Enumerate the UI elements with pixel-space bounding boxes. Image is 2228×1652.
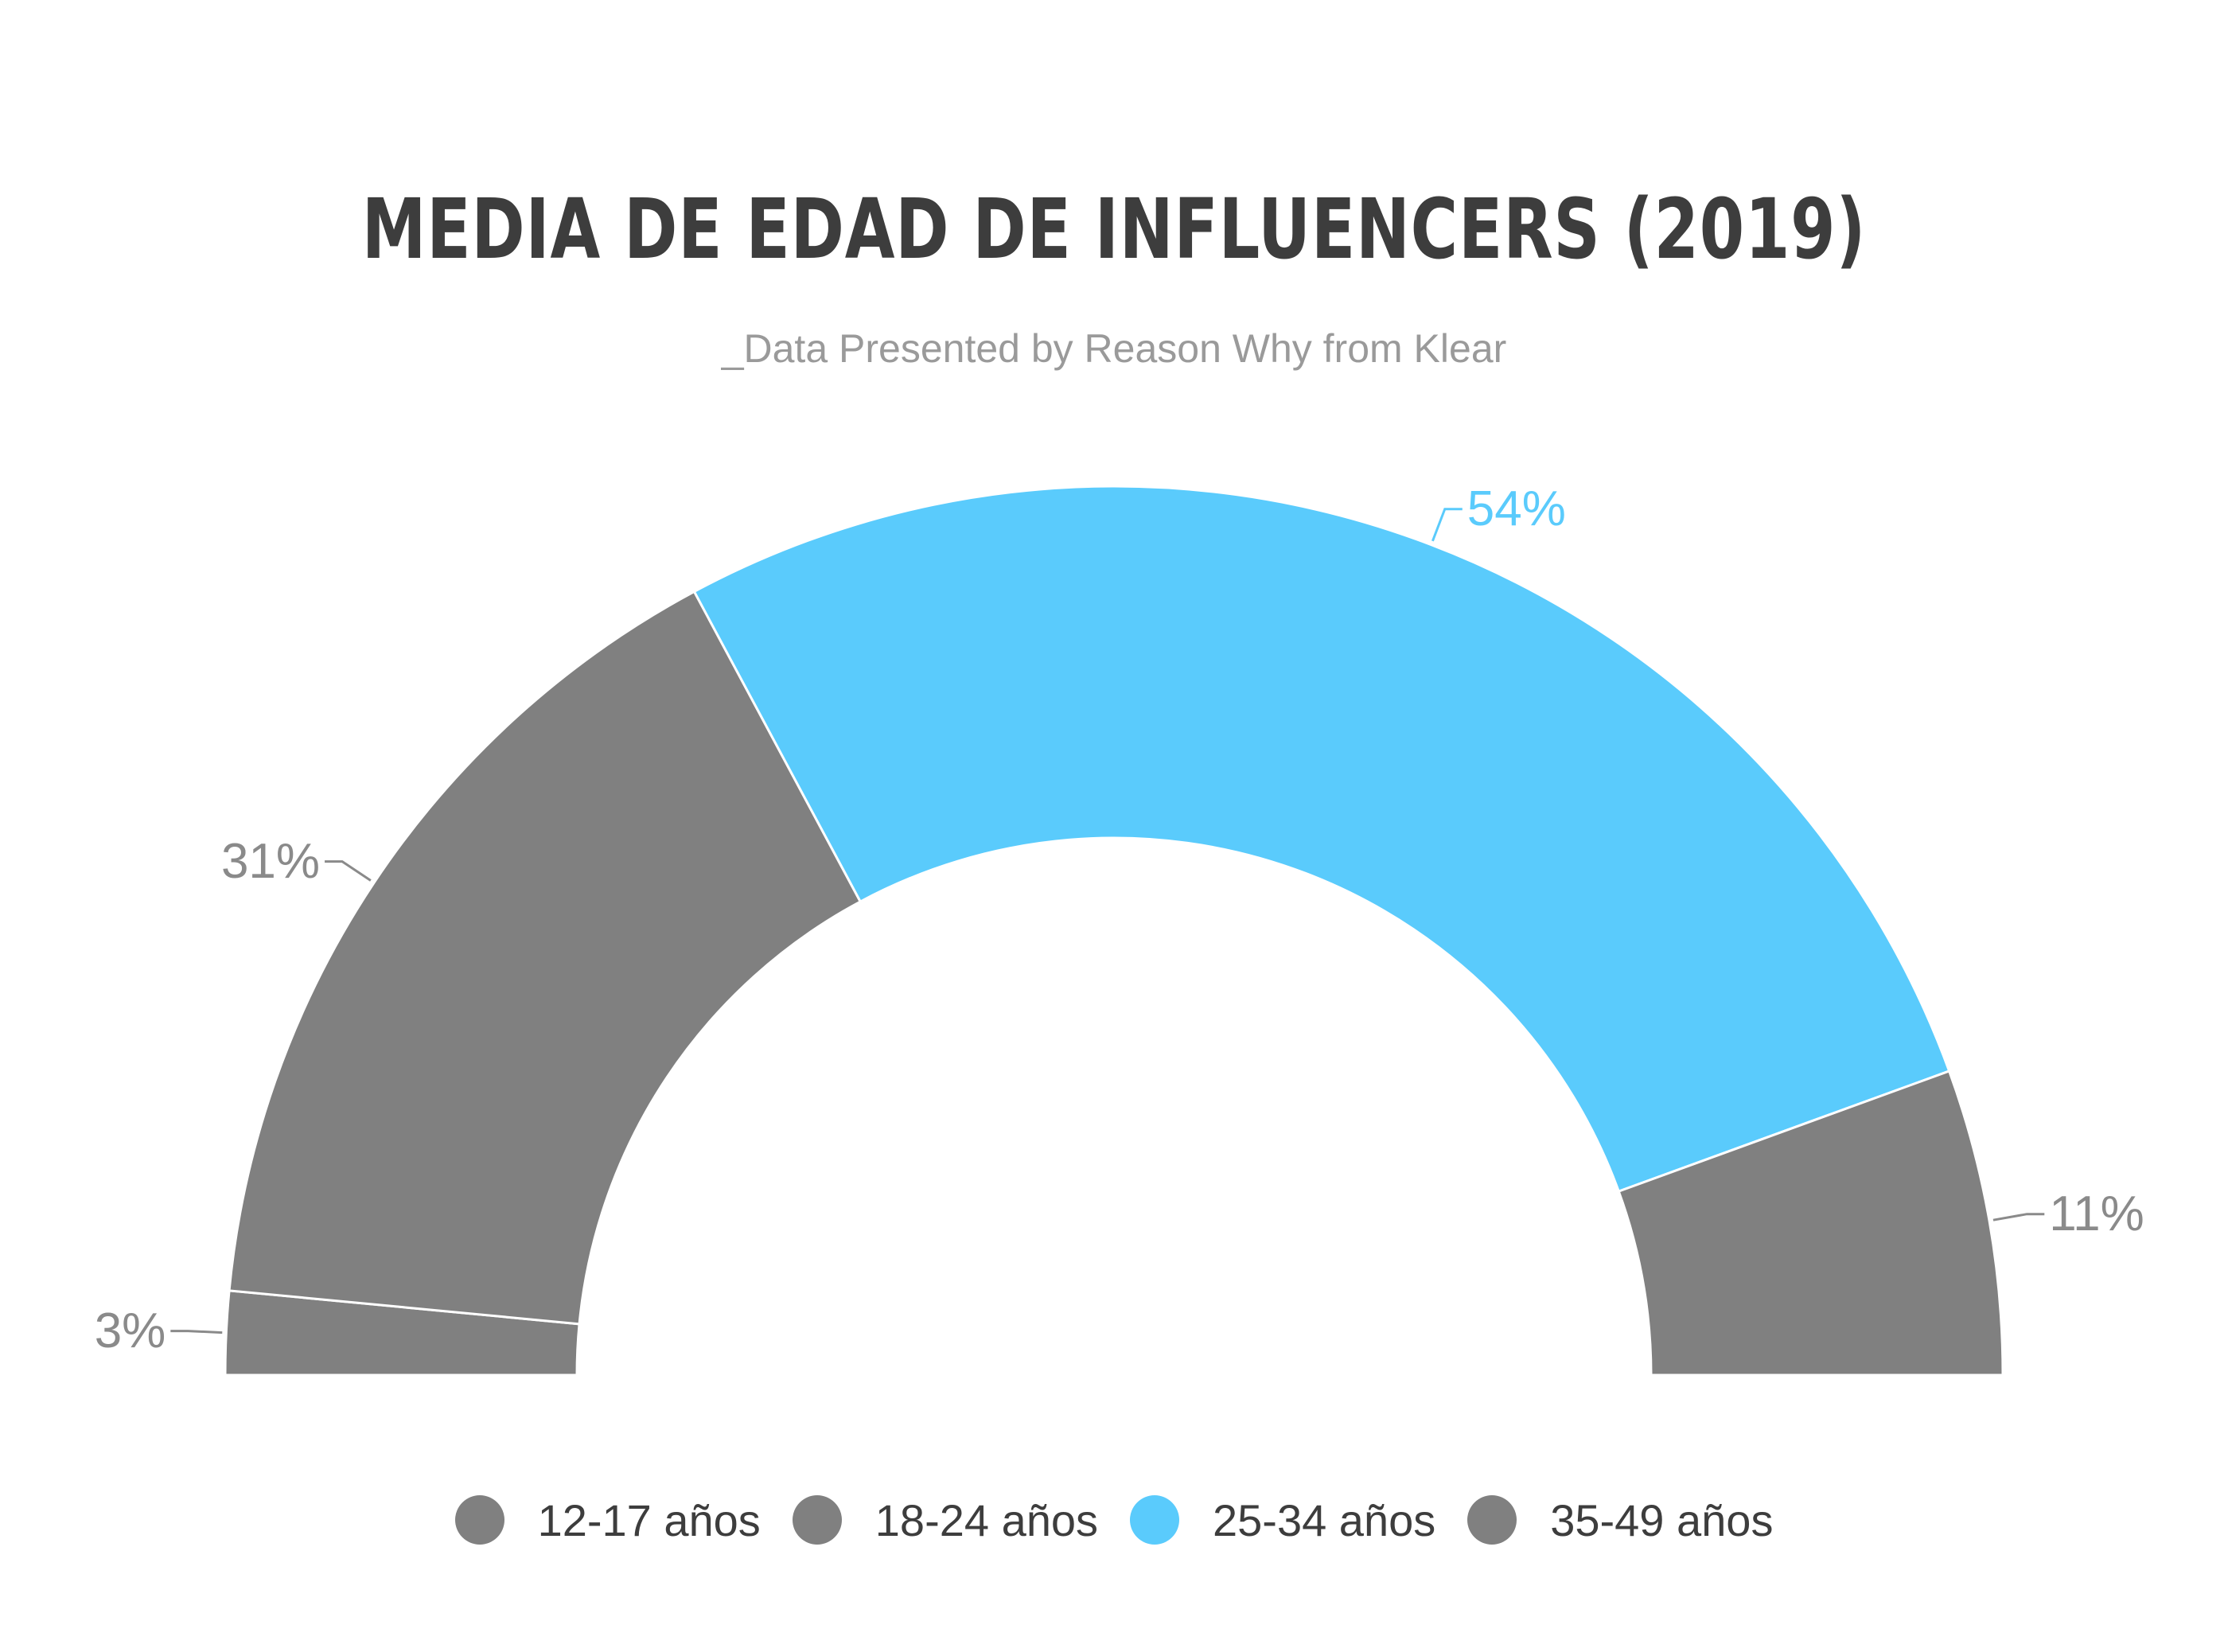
slice-4 [1617,1070,2004,1377]
leader-line-4 [1992,1213,2045,1221]
legend-item-2: 18-24 años [792,1494,1098,1546]
legend-swatch-1 [454,1495,504,1545]
legend-item-4: 35-49 años [1467,1494,1773,1546]
legend-item-1: 12-17 años [454,1494,761,1546]
legend-swatch-2 [792,1495,842,1545]
legend-label-1: 12-17 años [537,1494,761,1545]
data-label-1: 3% [95,1303,166,1358]
slices-layer [224,485,2004,1377]
leader-line-1 [170,1330,223,1334]
legend-swatch-4 [1467,1495,1517,1545]
slice-3 [692,485,1951,1194]
slice-2 [228,590,863,1326]
chart-subtitle: _Data Presented by Reason Why from Klear [721,326,1507,371]
data-label-2: 31% [221,834,320,889]
data-labels-layer: 3% 31% 54% 11% [95,481,2144,1358]
legend-label-3: 25-34 años [1213,1494,1436,1545]
leader-line-2 [325,860,372,882]
legend: 12-17 años 18-24 años 25-34 años 35-49 años [0,1488,2228,1552]
data-label-3: 54% [1467,481,1566,536]
legend-label-2: 18-24 años [874,1494,1098,1545]
legend-label-4: 35-49 años [1550,1494,1774,1545]
legend-swatch-3 [1130,1495,1179,1545]
legend-item-3: 25-34 años [1130,1494,1435,1546]
leader-lines-layer [170,508,2045,1334]
chart-title: MEDIA DE EDAD DE INFLUENCERS (2019) [361,181,1867,278]
data-label-4: 11% [2049,1186,2144,1241]
leader-line-3 [1431,508,1463,542]
